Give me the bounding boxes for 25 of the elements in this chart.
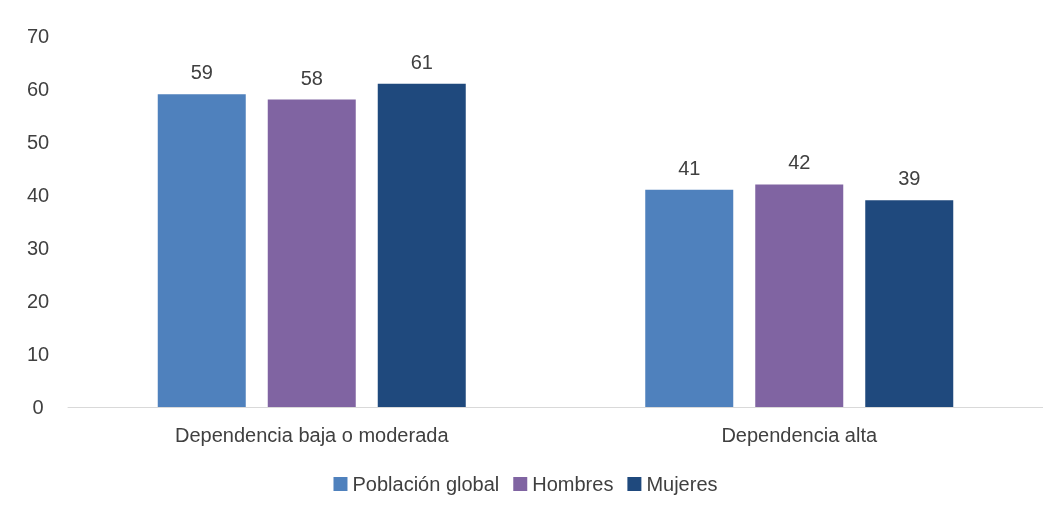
legend-label: Hombres xyxy=(532,473,614,495)
data-label: 59 xyxy=(190,61,213,84)
y-tick-label: 0 xyxy=(32,396,44,418)
y-tick-label: 70 xyxy=(26,25,50,47)
bar xyxy=(157,94,246,407)
y-tick-label: 30 xyxy=(26,237,50,259)
data-label: 42 xyxy=(788,151,811,174)
x-tick-label: Dependencia baja o moderada xyxy=(174,424,450,446)
y-tick-label: 40 xyxy=(26,184,50,206)
data-label: 58 xyxy=(300,66,323,89)
legend-label: Mujeres xyxy=(646,473,718,495)
y-tick-label: 50 xyxy=(26,131,50,153)
data-label: 61 xyxy=(410,50,433,73)
data-label: 39 xyxy=(898,167,921,190)
bar xyxy=(865,200,954,407)
bar xyxy=(645,189,734,407)
y-tick-label: 10 xyxy=(26,343,50,365)
x-tick-label: Dependencia alta xyxy=(721,424,878,446)
y-tick-label: 60 xyxy=(26,78,50,100)
bar xyxy=(377,83,466,407)
bar xyxy=(755,184,844,407)
bar xyxy=(267,99,356,407)
data-label: 41 xyxy=(678,156,701,179)
y-tick-label: 20 xyxy=(26,290,50,312)
legend-label: Población global xyxy=(352,473,500,495)
